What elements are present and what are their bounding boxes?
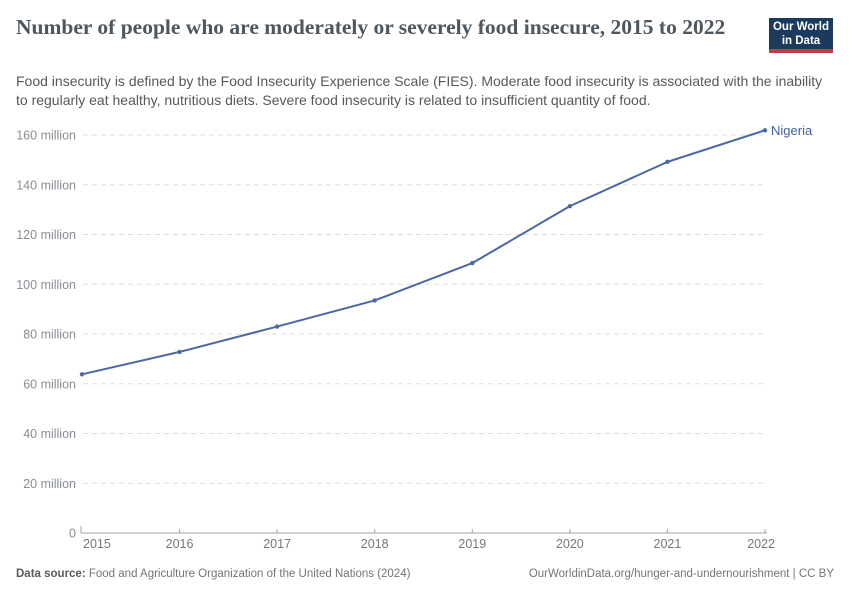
data-source-note: Data source: Food and Agriculture Organi… [16, 567, 410, 582]
owid-logo-line1: Our World [772, 21, 829, 33]
data-point-2017[interactable] [274, 324, 280, 329]
x-axis-year-label: 2015 [83, 537, 111, 551]
x-axis-year-label: 2016 [166, 537, 194, 551]
y-axis-tick-label: 20 million [23, 477, 76, 491]
license-label: CC BY [798, 568, 834, 580]
x-axis-year-label: 2019 [458, 537, 486, 551]
data-point-2022[interactable] [762, 128, 768, 133]
data-point-2021[interactable] [665, 159, 670, 165]
chart-subtitle: Food insecurity is defined by the Food I… [16, 73, 823, 108]
data-source-label: Data source: [16, 568, 86, 580]
y-axis-tick-label: 0 [69, 527, 76, 541]
data-point-2016[interactable] [177, 349, 182, 355]
data-source-text: Food and Agriculture Organization of the… [85, 568, 411, 580]
chart-title: Number of people who are moderately or s… [16, 15, 726, 39]
x-axis-year-label: 2021 [654, 537, 682, 551]
x-axis-year-label: 2020 [556, 537, 584, 551]
y-axis-tick-label: 60 million [23, 377, 76, 391]
x-axis-year-label: 2018 [361, 537, 389, 551]
y-axis-tick-label: 80 million [23, 328, 76, 342]
footer-right: OurWorldinData.org/hunger-and-undernouri… [529, 567, 834, 582]
data-point-2019[interactable] [470, 260, 475, 266]
series-label-nigeria: Nigeria [771, 123, 813, 138]
data-point-2020[interactable] [567, 203, 573, 209]
x-axis-year-label: 2022 [747, 537, 775, 551]
chart-footer: Data source: Food and Agriculture Organi… [16, 567, 834, 582]
data-point-2018[interactable] [372, 298, 377, 303]
x-axis-year-label: 2017 [263, 537, 291, 551]
y-axis-tick-label: 120 million [16, 228, 76, 242]
footer-separator: | [789, 568, 799, 580]
data-line-nigeria [81, 129, 766, 376]
y-axis-tick-label: 40 million [23, 427, 76, 441]
owid-logo[interactable]: Our World in Data [769, 18, 833, 53]
owid-url-link[interactable]: OurWorldinData.org/hunger-and-undernouri… [528, 568, 790, 580]
y-axis-tick-label: 160 million [16, 129, 76, 143]
owid-logo-line2: in Data [781, 35, 821, 47]
data-point-2015[interactable] [79, 372, 85, 377]
y-axis-tick-label: 100 million [16, 278, 76, 292]
y-axis-tick-label: 140 million [16, 178, 76, 192]
